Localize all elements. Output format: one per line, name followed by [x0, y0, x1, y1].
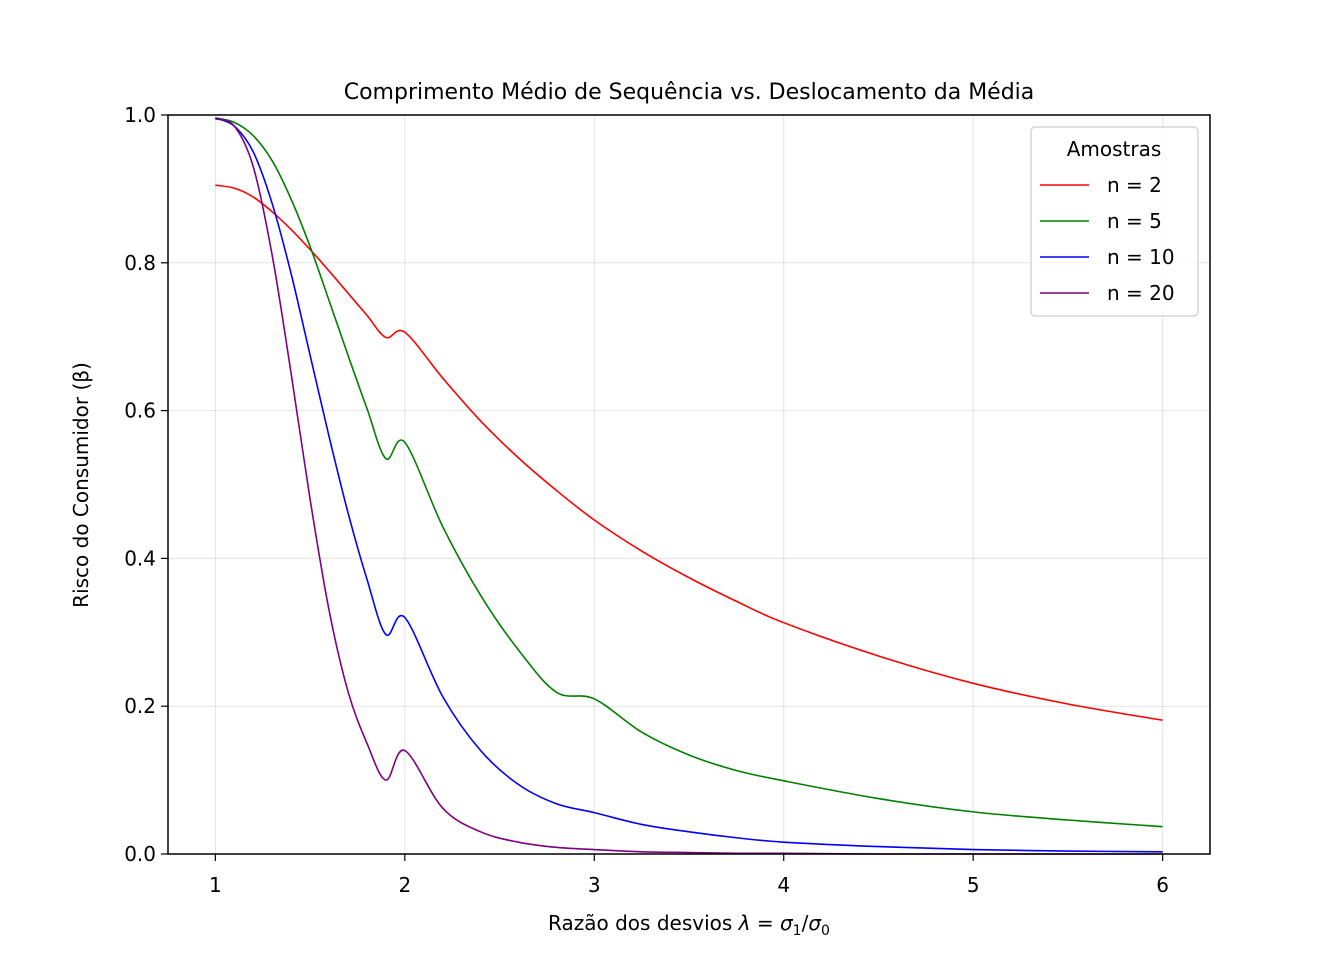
legend-box — [1030, 126, 1199, 317]
plot-frame — [167, 114, 1211, 855]
y-axis-label: Risco do Consumidor (β) — [69, 362, 93, 608]
y-tick-label: 0.8 — [124, 251, 156, 275]
y-tick-label: 0.4 — [124, 546, 156, 570]
legend-title: Amostras — [1067, 137, 1162, 161]
legend-label: n = 10 — [1107, 245, 1175, 269]
x-axis-ticks: 1 2 3 4 5 6 — [209, 854, 1169, 897]
series-line-n2 — [215, 184, 1163, 722]
x-tick-label: 4 — [777, 873, 790, 897]
legend-items: n = 2 n = 5 n = 10 n = 20 — [1040, 173, 1175, 305]
legend-label: n = 2 — [1107, 173, 1162, 197]
legend: Amostras n = 2 n = 5 n = 10 n = 20 — [1030, 126, 1199, 317]
x-tick-label: 3 — [588, 873, 601, 897]
y-tick-label: 0.0 — [124, 842, 156, 866]
chart-title: Comprimento Médio de Sequência vs. Deslo… — [344, 80, 1035, 105]
x-axis-label-sub1: 1 — [793, 923, 802, 939]
x-axis-label-prefix: Razão dos desvios — [548, 911, 739, 935]
x-axis-label-sigma1: σ — [780, 911, 794, 935]
y-axis-ticks: 0.0 0.2 0.4 0.6 0.8 1.0 — [124, 103, 168, 866]
y-tick-label: 0.2 — [124, 694, 156, 718]
x-axis-label: Razão dos desvios λ = σ1/σ0 — [548, 911, 830, 939]
legend-label: n = 20 — [1107, 281, 1175, 305]
x-axis-label-sigma0: σ — [808, 911, 822, 935]
series-line-n5 — [215, 117, 1163, 828]
x-axis-label-slash: / — [802, 911, 809, 935]
x-tick-label: 6 — [1156, 873, 1169, 897]
y-tick-label: 0.6 — [124, 399, 156, 423]
x-axis-label-sub0: 0 — [821, 923, 830, 939]
legend-label: n = 5 — [1107, 209, 1162, 233]
x-axis-label-equals: = — [751, 911, 780, 935]
x-tick-label: 1 — [209, 873, 222, 897]
y-tick-label: 1.0 — [124, 103, 156, 127]
x-tick-label: 5 — [967, 873, 980, 897]
x-tick-label: 2 — [398, 873, 411, 897]
series-line-n10 — [215, 117, 1163, 853]
x-axis-label-lambda: λ — [738, 911, 751, 935]
